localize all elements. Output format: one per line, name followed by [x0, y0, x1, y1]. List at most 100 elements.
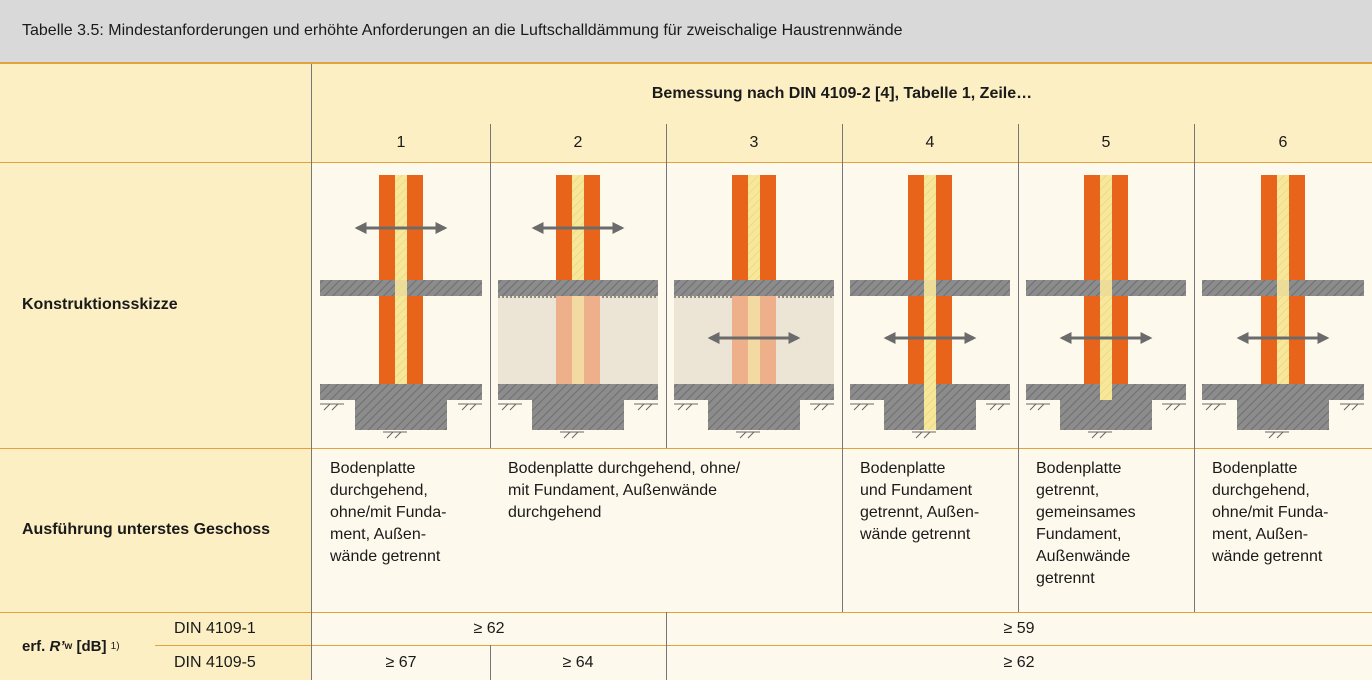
wall [1289, 175, 1305, 280]
wall [556, 175, 572, 280]
requirement-value: ≥ 62 [666, 645, 1372, 680]
wall [936, 296, 952, 384]
ground [674, 403, 698, 411]
basement [674, 296, 834, 384]
wall [556, 296, 572, 384]
foundation [1237, 400, 1329, 430]
rule [0, 62, 1372, 64]
wall [1261, 296, 1277, 384]
wall [379, 296, 395, 384]
rule [0, 612, 1372, 613]
insulation [748, 280, 760, 296]
label-footnote: 1) [110, 640, 120, 652]
floor-slab [320, 384, 482, 400]
ground [1202, 403, 1226, 411]
divider [666, 612, 667, 680]
insulation [1277, 280, 1289, 296]
insulation [395, 280, 407, 296]
column-number: 2 [490, 124, 666, 162]
ground [850, 403, 874, 411]
ground [320, 403, 344, 411]
divider [490, 124, 491, 448]
execution-cell: Bodenplatte durchgehend, ohne/ mit Funda… [490, 448, 842, 612]
ground [498, 403, 522, 411]
column-number: 6 [1194, 124, 1372, 162]
floor-slab [1026, 384, 1186, 400]
slab [498, 280, 658, 296]
norm-label: DIN 4109-5 [150, 645, 312, 680]
wall [760, 175, 776, 280]
ground [1340, 403, 1364, 411]
wall [732, 175, 748, 280]
insulation [1277, 175, 1289, 280]
requirement-value: ≥ 62 [312, 612, 666, 645]
foundation [1060, 400, 1152, 430]
floor-slab [1202, 384, 1364, 400]
insulation [924, 175, 936, 280]
insulation [924, 296, 936, 430]
requirement-value: ≥ 67 [312, 645, 490, 680]
execution-cell: Bodenplatte durchgehend, ohne/mit Funda-… [1194, 448, 1372, 612]
insulation [572, 280, 584, 296]
wall [584, 175, 600, 280]
floor-slab [674, 384, 834, 400]
table-title: Tabelle 3.5: Mindestanforderungen und er… [0, 0, 1372, 62]
wall [908, 175, 924, 280]
rule [0, 162, 1372, 163]
ground [1088, 431, 1112, 439]
ground [736, 431, 760, 439]
row-label: Konstruktionsskizze [0, 162, 312, 448]
wall [732, 296, 748, 384]
execution-cell: Bodenplatte durchgehend, ohne/mit Funda-… [312, 448, 490, 612]
wall [1084, 296, 1100, 384]
foundation [355, 400, 447, 430]
insulation [924, 280, 936, 296]
ground [1265, 431, 1289, 439]
wall [1084, 175, 1100, 280]
slab [1202, 280, 1364, 296]
requirement-value: ≥ 59 [666, 612, 1372, 645]
requirement-value: ≥ 64 [490, 645, 666, 680]
norm-label: DIN 4109-1 [150, 612, 312, 645]
ground [810, 403, 834, 411]
divider [666, 124, 667, 448]
divider [842, 124, 843, 612]
ground [634, 403, 658, 411]
ground [383, 431, 407, 439]
wall [1112, 175, 1128, 280]
ground [912, 431, 936, 439]
insulation [572, 175, 584, 280]
column-number: 5 [1018, 124, 1194, 162]
label-subscript: w [64, 640, 73, 652]
ground [560, 431, 584, 439]
insulation [395, 175, 407, 280]
label-prefix: erf. [22, 637, 46, 655]
insulation [395, 296, 407, 384]
wall [1261, 175, 1277, 280]
ground [1162, 403, 1186, 411]
insulation [1277, 296, 1289, 384]
wall [908, 296, 924, 384]
column-number: 3 [666, 124, 842, 162]
wall [760, 296, 776, 384]
foundation [884, 400, 976, 430]
ground [1026, 403, 1050, 411]
insulation [748, 296, 760, 384]
wall [379, 175, 395, 280]
insulation [1100, 280, 1112, 296]
execution-cell: Bodenplatte getrennt, gemeinsames Fundam… [1018, 448, 1194, 612]
ground [986, 403, 1010, 411]
divider [1018, 124, 1019, 612]
divider [1194, 124, 1195, 612]
ground [458, 403, 482, 411]
wall [936, 175, 952, 280]
slab [674, 280, 834, 296]
wall [1289, 296, 1305, 384]
wall [407, 296, 423, 384]
group-header: Bemessung nach DIN 4109-2 [4], Tabelle 1… [312, 64, 1372, 124]
column-number: 4 [842, 124, 1018, 162]
insulation [1100, 175, 1112, 280]
floor-slab [498, 384, 658, 400]
slab [1026, 280, 1186, 296]
